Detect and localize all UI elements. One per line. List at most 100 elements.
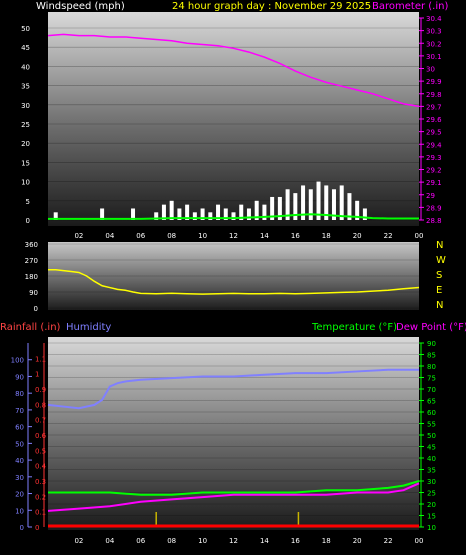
barometer-tick-label: 30.4 bbox=[426, 15, 442, 23]
graph-date-title: 24 hour graph day : November 29 2025 bbox=[172, 1, 371, 12]
wind-average-line bbox=[48, 213, 419, 220]
rainfall-tick-label: 0.8 bbox=[35, 401, 46, 409]
temperature-tick-label: 20 bbox=[427, 501, 436, 509]
temperature-tick-label: 10 bbox=[427, 524, 436, 532]
windspeed-tick-label: 15 bbox=[21, 159, 30, 167]
temperature-tick-label: 30 bbox=[427, 478, 436, 486]
humidity-tick-label: 20 bbox=[15, 491, 24, 499]
wind-x-tick-label: 04 bbox=[105, 232, 114, 240]
wind-x-tick-label: 14 bbox=[260, 232, 269, 240]
humidity-x-tick-label: 18 bbox=[322, 537, 331, 545]
direction-tick-label: 90 bbox=[29, 289, 38, 297]
windspeed-tick-label: 35 bbox=[21, 83, 30, 91]
windspeed-axis: 0 5 10 15 20 25 30 35 40 45 50 bbox=[21, 25, 30, 225]
barometer-tick-label: 29.8 bbox=[426, 91, 442, 99]
wind-gust-bar bbox=[185, 204, 190, 220]
wind-gust-bar bbox=[362, 208, 367, 220]
compass-label: W bbox=[436, 255, 446, 266]
barometer-tick-label: 29.1 bbox=[426, 179, 442, 187]
wind-gust-bar bbox=[324, 185, 329, 220]
wind-gust-bar bbox=[53, 212, 58, 220]
humidity-tick-label: 40 bbox=[15, 457, 24, 465]
direction-tick-label: 180 bbox=[25, 273, 38, 281]
direction-tick-label: 0 bbox=[34, 305, 38, 313]
temperature-tick-label: 15 bbox=[427, 513, 436, 521]
humidity-line bbox=[47, 368, 419, 410]
humidity-x-axis: 02 04 06 08 10 12 14 16 18 20 22 00 bbox=[74, 537, 423, 545]
compass-label: N bbox=[436, 240, 443, 251]
rainfall-tick-label: 0.9 bbox=[35, 386, 46, 394]
rainfall-tick-label: 0.6 bbox=[35, 432, 47, 440]
direction-tick-label: 360 bbox=[25, 241, 38, 249]
direction-panel-grid bbox=[48, 243, 419, 309]
wind-gust-bar bbox=[200, 208, 205, 220]
windspeed-tick-label: 25 bbox=[21, 121, 30, 129]
wind-gust-bar bbox=[246, 208, 251, 220]
wind-gust-bar bbox=[339, 185, 344, 220]
wind-gust-bar bbox=[177, 208, 182, 220]
humidity-x-tick-label: 16 bbox=[291, 537, 300, 545]
direction-tick-label: 270 bbox=[25, 257, 38, 265]
wind-x-tick-label: 12 bbox=[229, 232, 238, 240]
humidity-tick-label: 10 bbox=[15, 507, 24, 515]
barometer-axis: 28.8 28.9 29 29.1 29.2 29.3 29.4 29.5 29.6 29.7 29… bbox=[419, 15, 442, 225]
temperature-tick-label: 25 bbox=[427, 490, 436, 498]
compass-label: S bbox=[436, 270, 442, 281]
rainfall-title: Rainfall (.in) bbox=[0, 322, 61, 333]
humidity-x-tick-label: 22 bbox=[384, 537, 393, 545]
wind-x-tick-label: 08 bbox=[167, 232, 176, 240]
wind-gust-bar bbox=[270, 196, 275, 220]
direction-panel-background bbox=[48, 242, 419, 310]
humidity-tick-label: 90 bbox=[15, 373, 24, 381]
dewpoint-title: Dew Point (°F) bbox=[396, 322, 466, 333]
wind-x-tick-label: 22 bbox=[384, 232, 393, 240]
barometer-title: Barometer (.in) bbox=[372, 1, 448, 12]
barometer-tick-label: 29.4 bbox=[426, 141, 442, 149]
temperature-line bbox=[48, 480, 420, 496]
humidity-x-tick-label: 02 bbox=[74, 537, 83, 545]
windspeed-tick-label: 30 bbox=[21, 102, 30, 110]
wind-x-tick-label: 10 bbox=[198, 232, 207, 240]
wind-x-tick-label: 06 bbox=[136, 232, 145, 240]
wind-x-tick-label: 02 bbox=[74, 232, 83, 240]
humidity-tick-label: 80 bbox=[15, 390, 24, 398]
dewpoint-line bbox=[47, 482, 420, 512]
humidity-tick-label: 100 bbox=[11, 357, 24, 365]
temperature-tick-label: 55 bbox=[427, 421, 436, 429]
wind-panel-background bbox=[48, 12, 419, 226]
wind-x-tick-label: 00 bbox=[415, 232, 424, 240]
humidity-panel-grid bbox=[48, 342, 419, 528]
wind-x-tick-label: 20 bbox=[353, 232, 362, 240]
rainfall-tick-label: 0 bbox=[35, 524, 39, 532]
barometer-tick-label: 30.2 bbox=[426, 40, 442, 48]
barometer-tick-label: 30.1 bbox=[426, 53, 442, 61]
wind-gust-bar bbox=[239, 204, 244, 220]
wind-gust-bar bbox=[231, 212, 236, 220]
wind-gust-bar bbox=[355, 200, 360, 220]
humidity-title: Humidity bbox=[66, 322, 111, 333]
barometer-tick-label: 29.3 bbox=[426, 154, 442, 162]
humidity-tick-label: 60 bbox=[15, 424, 24, 432]
windspeed-tick-label: 5 bbox=[26, 198, 30, 206]
humidity-x-tick-label: 10 bbox=[198, 537, 207, 545]
barometer-tick-label: 30 bbox=[426, 66, 435, 74]
barometer-tick-label: 29 bbox=[426, 192, 435, 200]
humidity-tick-label: 70 bbox=[15, 407, 24, 415]
wind-x-axis: 02 04 06 08 10 12 14 16 18 20 22 00 bbox=[74, 232, 423, 240]
wind-gust-bar bbox=[254, 200, 259, 220]
humidity-tick-label: 0 bbox=[20, 524, 24, 532]
windspeed-title: Windspeed (mph) bbox=[36, 1, 125, 12]
humidity-panel-background bbox=[48, 337, 419, 530]
temperature-tick-label: 40 bbox=[427, 455, 436, 463]
wind-gust-bar bbox=[216, 204, 221, 220]
temperature-tick-label: 45 bbox=[427, 444, 436, 452]
barometer-tick-label: 28.9 bbox=[426, 204, 442, 212]
barometer-tick-label: 29.5 bbox=[426, 129, 442, 137]
humidity-x-tick-label: 04 bbox=[105, 537, 114, 545]
barometer-tick-label: 29.9 bbox=[426, 78, 442, 86]
humidity-tick-label: 50 bbox=[15, 440, 24, 448]
windspeed-tick-label: 50 bbox=[21, 25, 30, 33]
humidity-x-tick-label: 12 bbox=[229, 537, 238, 545]
wind-gust-bar bbox=[154, 212, 159, 220]
